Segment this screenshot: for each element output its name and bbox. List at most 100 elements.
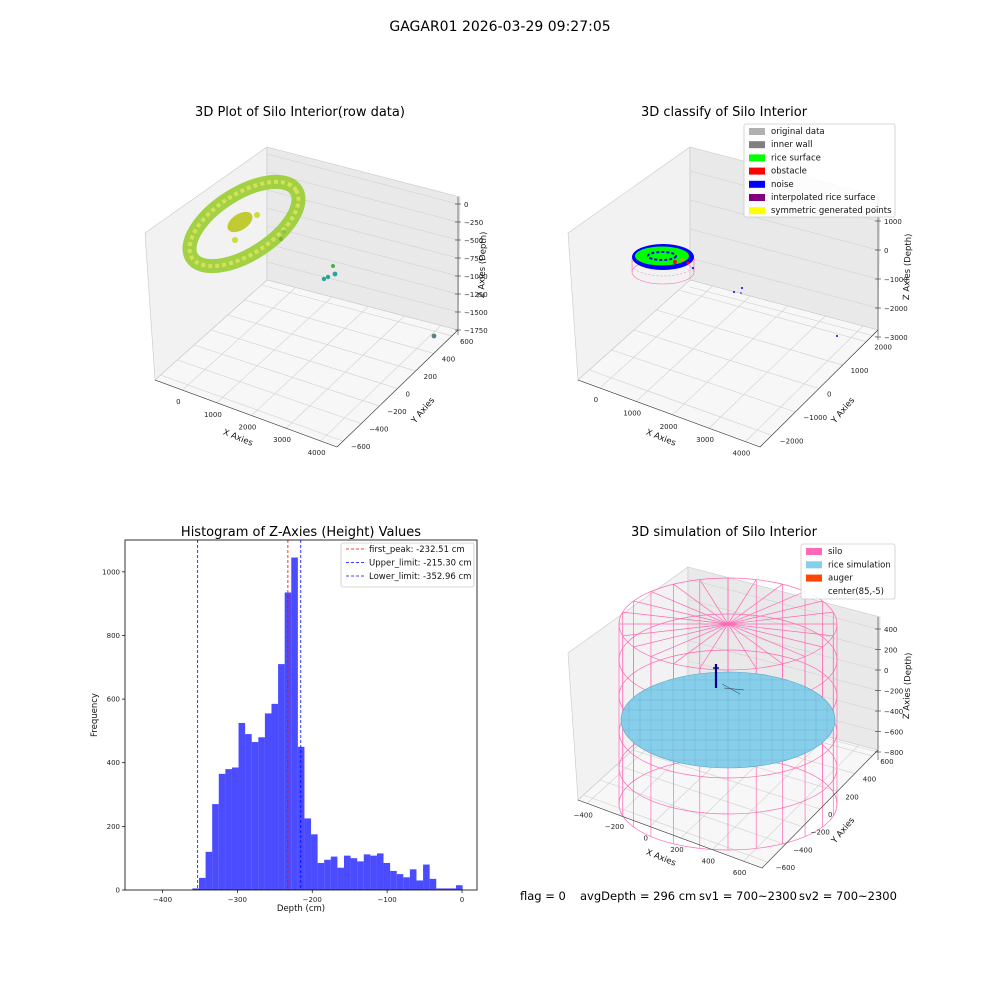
silo-ring xyxy=(631,251,695,277)
y-tick-label: 1000 xyxy=(851,367,869,375)
legend-swatch xyxy=(749,180,765,188)
y-tick-label: −200 xyxy=(387,408,406,416)
point xyxy=(321,276,327,282)
grid-line xyxy=(266,261,459,313)
x-tick-label: 3000 xyxy=(273,436,291,444)
legend-swatch xyxy=(806,574,822,582)
legend-label: Lower_limit: -352.96 cm xyxy=(369,572,471,582)
x-tick-label: 0 xyxy=(644,835,648,843)
y-ticks: −2000 −1000 0 1000 2000 xyxy=(780,344,892,446)
silo-roof-spoke xyxy=(633,623,729,648)
x-tick-label: 0 xyxy=(594,396,598,404)
x-tick-label: 1000 xyxy=(204,411,222,419)
x-ticks: −400 −300 −200 −100 0 xyxy=(153,890,464,904)
grid-line xyxy=(687,619,879,671)
legend-swatch xyxy=(749,207,765,215)
silo-roof-spoke xyxy=(727,583,783,625)
noise-point xyxy=(836,335,838,337)
z-axis-label: Z Axies (Depth) xyxy=(902,233,914,300)
histogram-bar xyxy=(363,854,371,890)
y-axis-line xyxy=(761,749,879,869)
x-axis-line xyxy=(577,379,761,448)
status-line: flag = 0 avgDepth = 296 cm sv1 = 700~230… xyxy=(520,889,897,903)
histogram-bar xyxy=(264,713,272,890)
histogram-bar xyxy=(383,862,391,890)
z-tick-label: 0 xyxy=(464,201,468,209)
y-tick-label: −200 xyxy=(811,829,830,837)
legend-label: noise xyxy=(771,180,794,190)
y-ticks: −600 −400 −200 0 200 400 600 xyxy=(776,758,894,872)
z-tick-label: −2000 xyxy=(884,305,908,313)
histogram-bar xyxy=(357,861,364,890)
noise-point xyxy=(733,291,735,293)
panel-histogram: Histogram of Z-Axies (Height) Values −40… xyxy=(90,525,478,914)
legend-label: Upper_limit: -215.30 cm xyxy=(369,559,472,569)
point xyxy=(331,264,335,268)
z-axis-label: Z Axies (Depth) xyxy=(477,231,489,298)
histogram-bar xyxy=(403,877,410,890)
grid-line xyxy=(633,329,820,389)
histogram-bar xyxy=(423,864,430,890)
silo-roof-spoke xyxy=(727,623,834,637)
z-ticks: 0 −250 −500 −750 −1000 −1250 −1500 −1750 xyxy=(455,201,488,335)
y-axis-line xyxy=(336,329,459,448)
y-tick-label: 400 xyxy=(442,355,455,363)
histogram-bar xyxy=(205,851,213,890)
silo-roof-spoke xyxy=(727,611,834,625)
histogram-bar xyxy=(324,859,331,890)
x-tick-label: −200 xyxy=(303,896,322,904)
histogram-bar xyxy=(192,888,199,890)
grid-line xyxy=(266,153,459,205)
x-tick-label: 400 xyxy=(702,858,715,866)
auger-arm xyxy=(723,687,745,691)
rice-surface xyxy=(635,246,689,266)
legend-swatch xyxy=(806,587,822,595)
histogram-bar xyxy=(396,874,404,890)
z-tick-label: −1000 xyxy=(884,276,908,284)
histogram-bar xyxy=(218,773,226,890)
x-axis-label: Depth (cm) xyxy=(277,904,325,914)
z-tick-label: −400 xyxy=(884,708,903,716)
grid-line xyxy=(616,764,803,827)
panel-raw-3d: 3D Plot of Silo Interior(row data) 0 −250… xyxy=(144,105,489,457)
status-flag: flag = 0 xyxy=(520,889,566,903)
y-tick-label: −400 xyxy=(369,426,388,434)
x-tick-label: −100 xyxy=(378,896,397,904)
legend-label: interpolated rice surface xyxy=(771,193,876,203)
x-tick-label: 4000 xyxy=(308,449,326,457)
z-tick-label: −750 xyxy=(464,255,483,263)
legend-swatch xyxy=(749,194,765,201)
status-sv1: sv1 = 700~2300 xyxy=(699,889,797,903)
grid-line xyxy=(177,359,362,424)
silo-roof-spoke xyxy=(727,623,783,665)
z-tick-label: −600 xyxy=(884,729,903,737)
legend-label: rice surface xyxy=(771,153,821,163)
x-tick-label: 600 xyxy=(733,869,746,877)
grid-line xyxy=(266,279,459,331)
histogram-bar xyxy=(376,853,384,890)
histogram-bar xyxy=(225,769,232,890)
grid-line xyxy=(244,299,434,354)
grid-line xyxy=(266,243,459,295)
auger xyxy=(713,664,745,695)
x-tick-label: 1000 xyxy=(623,409,641,417)
histogram-bar xyxy=(416,880,424,890)
y-axis-label: Frequency xyxy=(90,693,100,737)
histogram-bar xyxy=(317,862,325,890)
x-tick-label: −400 xyxy=(153,896,172,904)
histogram-bar xyxy=(278,664,285,890)
obstacle-point xyxy=(680,258,684,262)
noise-point xyxy=(740,292,742,294)
y-tick-label: −1000 xyxy=(803,414,827,422)
z-axis-label: Z Axies (Depth) xyxy=(902,652,914,719)
noise-inner xyxy=(647,251,677,261)
y-tick-label: 400 xyxy=(863,776,876,784)
grid-line xyxy=(689,286,879,338)
x-tick-label: 4000 xyxy=(733,450,751,458)
obstacle-point xyxy=(686,261,690,265)
x-ticks: 0 1000 2000 3000 4000 xyxy=(176,398,325,457)
y-axis-label: Y Axies xyxy=(829,395,857,426)
grid-line xyxy=(160,374,344,442)
histogram-bar xyxy=(198,877,206,890)
y-axis-label: Y Axies xyxy=(409,395,437,426)
